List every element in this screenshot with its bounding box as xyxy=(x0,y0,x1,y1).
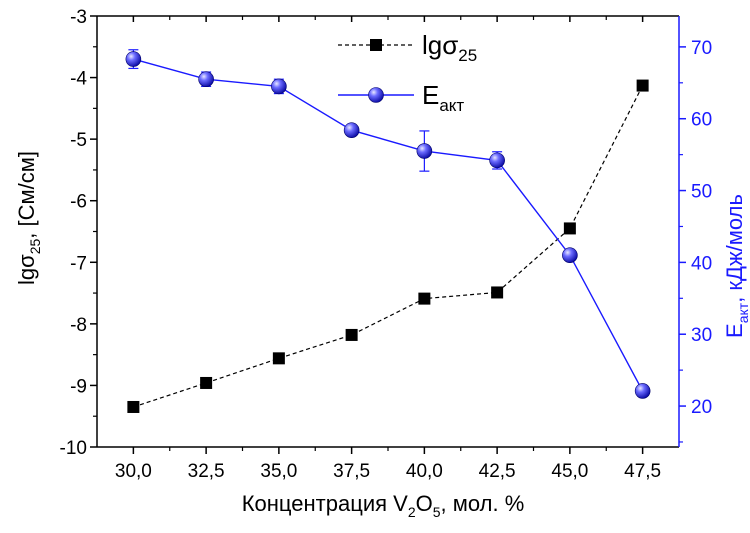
left-tick-label: -3 xyxy=(70,7,87,28)
left-tick-label: -10 xyxy=(60,438,87,459)
left-tick-label: -5 xyxy=(70,130,87,151)
x-tick-label: 47,5 xyxy=(624,461,661,482)
series-layer xyxy=(125,49,651,413)
data-point-square xyxy=(200,376,213,389)
series-line-0 xyxy=(133,85,644,408)
data-point-sphere xyxy=(489,152,505,169)
right-tick-label: 50 xyxy=(691,182,712,203)
legend-marker-sphere xyxy=(368,87,384,103)
x-axis: 30,0 32,5 35,0 37,5 40,0 42,5 45,0 47,5 xyxy=(115,16,661,482)
y-axis-label-left: lgσ25, [См/см] xyxy=(14,151,43,285)
left-axis: -10 -9 -8 -7 -6 -5 -4 -3 xyxy=(60,7,98,459)
x-tick-label: 42,5 xyxy=(479,461,516,482)
right-tick-label: 40 xyxy=(691,253,712,274)
right-tick-label: 20 xyxy=(691,397,712,418)
left-tick-label: -9 xyxy=(70,376,87,397)
data-point-sphere xyxy=(562,247,578,264)
data-point-sphere xyxy=(271,78,287,95)
data-point-square xyxy=(127,400,140,413)
data-point-square xyxy=(272,352,285,365)
legend-label-0: lgσ25 xyxy=(422,30,477,65)
x-tick-label: 45,0 xyxy=(551,461,588,482)
data-point-square xyxy=(491,286,504,299)
left-tick-label: -6 xyxy=(70,192,87,213)
series-line-1 xyxy=(133,58,644,392)
legend-marker-square xyxy=(370,39,382,51)
data-point-sphere xyxy=(125,51,142,67)
plot-area xyxy=(97,15,679,448)
x-axis-label: Концентрация V2O5, мол. % xyxy=(242,491,525,520)
right-tick-label: 60 xyxy=(691,110,712,131)
data-point-sphere xyxy=(634,383,651,399)
x-tick-label: 40,0 xyxy=(406,461,443,482)
x-tick-label: 37,5 xyxy=(333,461,370,482)
legend: lgσ25 Eакт xyxy=(338,30,477,115)
x-tick-label: 32,5 xyxy=(188,461,225,482)
data-point-sphere xyxy=(198,71,214,88)
data-point-sphere xyxy=(343,122,360,139)
data-point-square xyxy=(418,292,431,305)
data-point-square xyxy=(636,79,649,92)
x-tick-label: 30,0 xyxy=(115,461,152,482)
y-axis-label-right: Eакт, кДж/моль xyxy=(722,194,750,338)
legend-label-1: Eакт xyxy=(422,80,464,115)
left-tick-label: -7 xyxy=(70,253,87,274)
right-tick-label: 30 xyxy=(691,325,712,346)
left-tick-label: -4 xyxy=(70,69,87,90)
data-point-sphere xyxy=(416,143,433,159)
data-point-square xyxy=(345,328,358,341)
x-tick-label: 35,0 xyxy=(260,461,297,482)
data-point-square xyxy=(563,222,576,235)
right-axis: 20 30 40 50 60 70 xyxy=(678,16,712,447)
right-tick-label: 70 xyxy=(691,38,712,59)
left-tick-label: -8 xyxy=(70,315,87,336)
